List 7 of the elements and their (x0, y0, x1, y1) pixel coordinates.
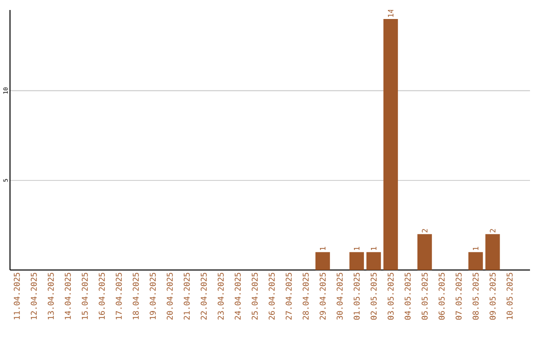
bar (417, 234, 432, 270)
bar (366, 252, 381, 270)
bar (468, 252, 483, 270)
bar (349, 252, 364, 270)
bar (315, 252, 330, 270)
bar (383, 18, 398, 270)
bar (485, 234, 500, 270)
